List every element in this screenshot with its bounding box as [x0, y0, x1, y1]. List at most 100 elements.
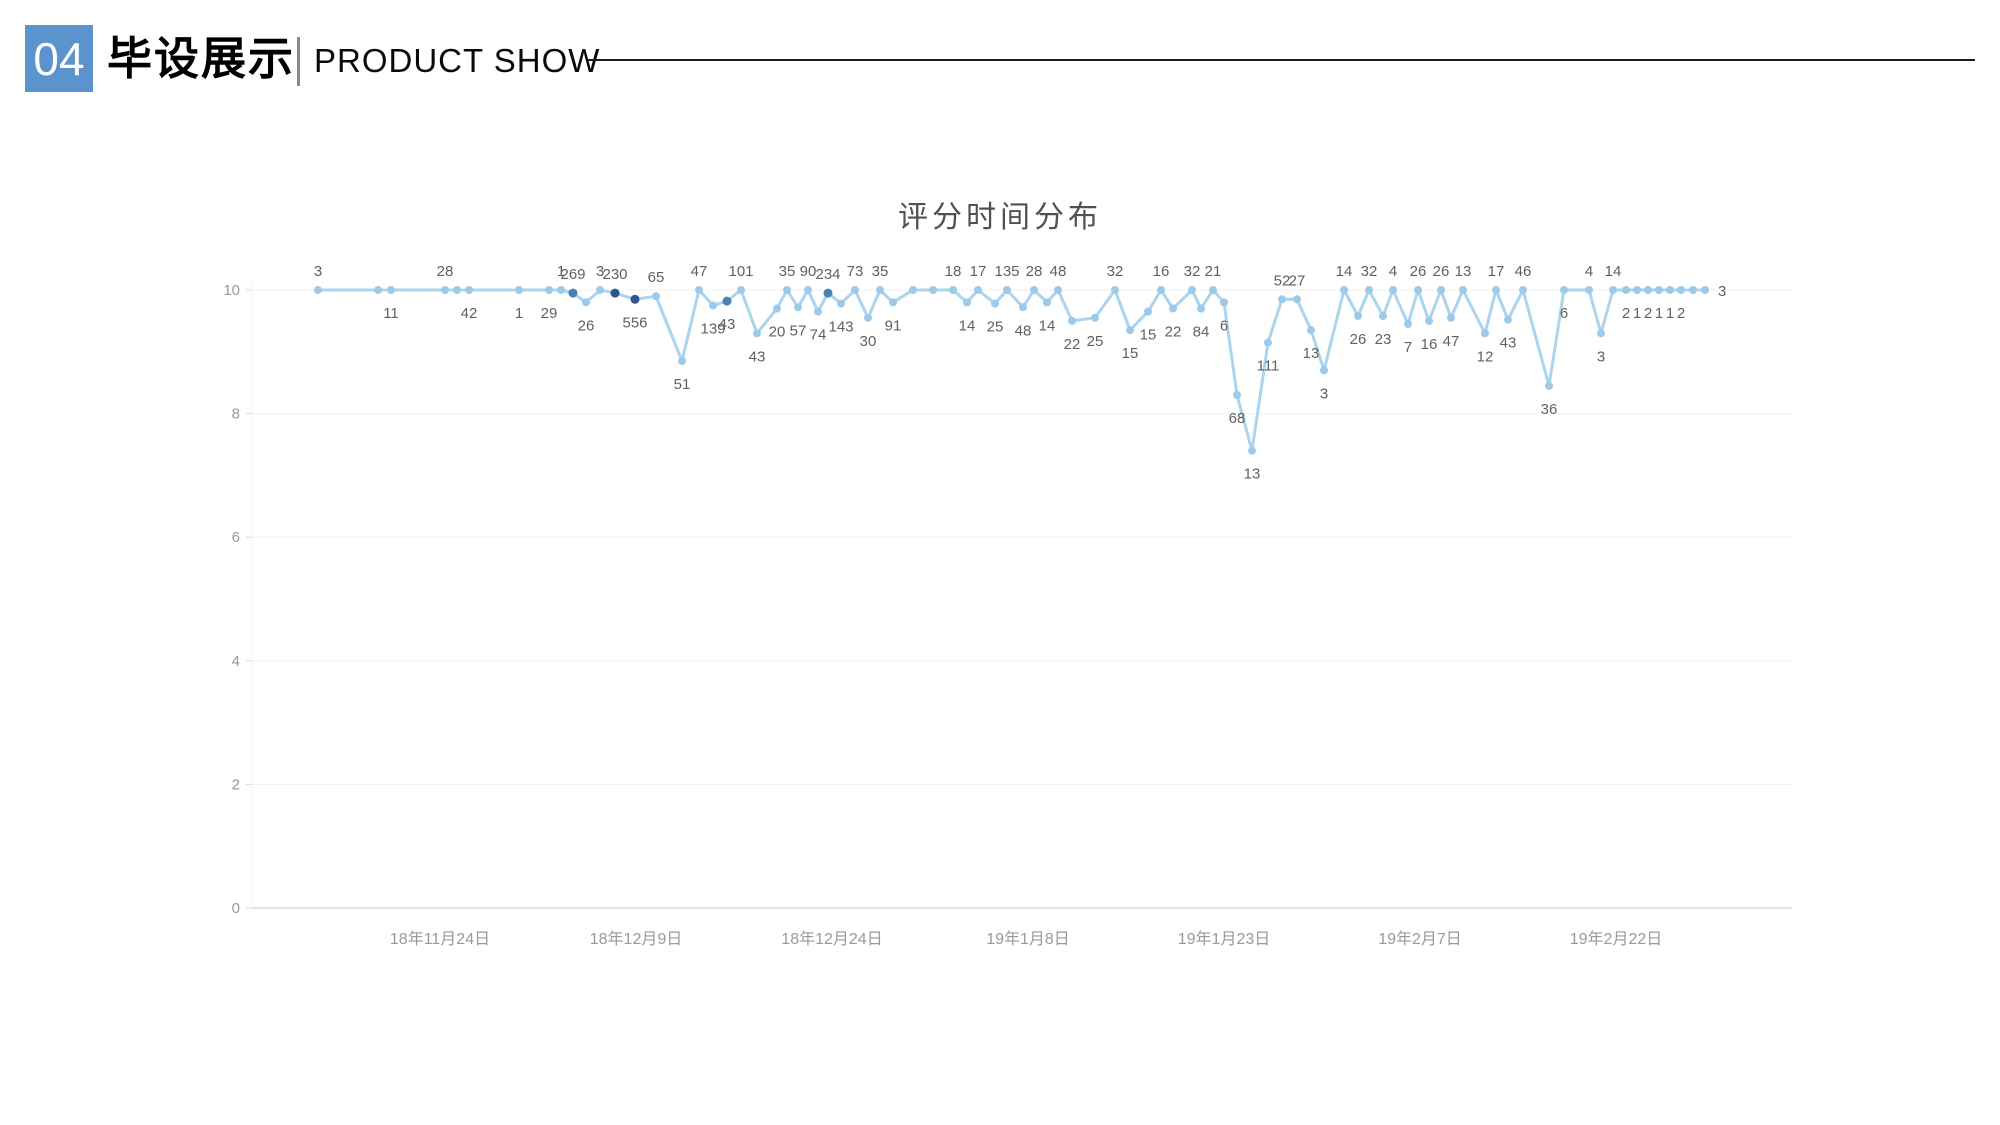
data-point[interactable] [1030, 286, 1038, 294]
data-point[interactable] [1293, 295, 1301, 304]
data-point[interactable] [1633, 286, 1641, 294]
data-point[interactable] [709, 301, 717, 310]
data-point[interactable] [515, 286, 523, 294]
data-point[interactable] [737, 286, 745, 294]
data-point-label: 47 [691, 263, 708, 280]
data-point[interactable] [1504, 315, 1512, 324]
data-point[interactable] [1689, 286, 1697, 294]
data-point[interactable] [1126, 326, 1134, 335]
data-point[interactable] [1677, 286, 1685, 294]
data-point[interactable] [1019, 303, 1027, 312]
data-point[interactable] [864, 313, 872, 322]
data-point[interactable] [1701, 286, 1709, 294]
data-point[interactable] [387, 286, 395, 294]
data-point[interactable] [991, 299, 999, 308]
data-point[interactable] [1365, 286, 1373, 294]
data-point[interactable] [1220, 298, 1228, 307]
data-point[interactable] [1666, 286, 1674, 294]
data-point[interactable] [1459, 286, 1467, 294]
data-point[interactable] [1188, 286, 1196, 294]
data-point[interactable] [1622, 286, 1630, 294]
data-point[interactable] [974, 286, 982, 294]
data-point[interactable] [1320, 366, 1328, 375]
data-point[interactable] [814, 307, 822, 316]
data-point[interactable] [837, 299, 845, 308]
data-point[interactable] [1307, 326, 1315, 335]
data-point[interactable] [1545, 381, 1553, 390]
data-point[interactable] [1437, 286, 1445, 294]
data-point[interactable] [722, 296, 732, 306]
data-point[interactable] [1197, 304, 1205, 313]
data-point[interactable] [1043, 298, 1051, 307]
data-point[interactable] [1144, 307, 1152, 316]
data-point[interactable] [1111, 286, 1119, 294]
data-point[interactable] [1597, 329, 1605, 338]
data-point[interactable] [374, 286, 382, 294]
data-point[interactable] [441, 286, 449, 294]
data-point[interactable] [1209, 286, 1217, 294]
data-point[interactable] [545, 286, 553, 294]
data-point[interactable] [753, 329, 761, 338]
data-point[interactable] [1404, 319, 1412, 328]
data-point[interactable] [678, 357, 686, 366]
data-point-label: 17 [970, 263, 987, 280]
data-point[interactable] [1278, 295, 1286, 304]
data-point[interactable] [453, 286, 461, 294]
data-point[interactable] [1003, 286, 1011, 294]
data-point[interactable] [889, 298, 897, 307]
data-point[interactable] [557, 286, 565, 294]
data-point[interactable] [1519, 286, 1527, 294]
data-point[interactable] [652, 292, 660, 301]
data-point[interactable] [823, 288, 833, 298]
data-point[interactable] [1354, 311, 1362, 320]
data-point[interactable] [1157, 286, 1165, 294]
data-point-label: 73 [847, 263, 864, 280]
data-point[interactable] [582, 298, 590, 307]
data-point[interactable] [783, 286, 791, 294]
data-point[interactable] [909, 286, 917, 294]
data-point-label: 230 [602, 266, 627, 283]
data-point[interactable] [695, 286, 703, 294]
data-point[interactable] [1481, 329, 1489, 338]
data-point[interactable] [1340, 286, 1348, 294]
data-point[interactable] [596, 286, 604, 294]
data-point[interactable] [1447, 313, 1455, 322]
data-point-label: 7 [1404, 339, 1412, 356]
data-point[interactable] [1414, 286, 1422, 294]
data-point[interactable] [1609, 286, 1617, 294]
data-point[interactable] [1379, 311, 1387, 320]
data-point[interactable] [773, 304, 781, 313]
data-point-label: 52 [1274, 272, 1291, 289]
data-point[interactable] [1169, 304, 1177, 313]
data-point-label: 6 [1560, 305, 1568, 322]
data-point[interactable] [465, 286, 473, 294]
data-point[interactable] [1655, 286, 1663, 294]
data-point[interactable] [929, 286, 937, 294]
data-point[interactable] [314, 286, 322, 294]
data-point[interactable] [794, 303, 802, 312]
data-point[interactable] [1248, 446, 1256, 455]
data-point[interactable] [1492, 286, 1500, 294]
data-point[interactable] [630, 294, 640, 304]
data-point[interactable] [1264, 338, 1272, 347]
data-point[interactable] [1068, 316, 1076, 325]
data-point[interactable] [1091, 313, 1099, 322]
data-point[interactable] [1054, 286, 1062, 294]
data-point[interactable] [1585, 286, 1593, 294]
data-point[interactable] [876, 286, 884, 294]
data-point[interactable] [1233, 391, 1241, 400]
data-point[interactable] [1389, 286, 1397, 294]
data-point[interactable] [949, 286, 957, 294]
data-point[interactable] [1560, 286, 1568, 294]
data-point[interactable] [1644, 286, 1652, 294]
data-point-label: 43 [749, 348, 766, 365]
data-point[interactable] [568, 288, 578, 298]
data-point[interactable] [851, 286, 859, 294]
data-point[interactable] [804, 286, 812, 294]
data-point[interactable] [963, 298, 971, 307]
data-point-label: 6 [1220, 317, 1228, 334]
data-point-label: 2 [1644, 305, 1652, 322]
data-point[interactable] [1425, 316, 1433, 325]
data-point[interactable] [610, 288, 620, 298]
